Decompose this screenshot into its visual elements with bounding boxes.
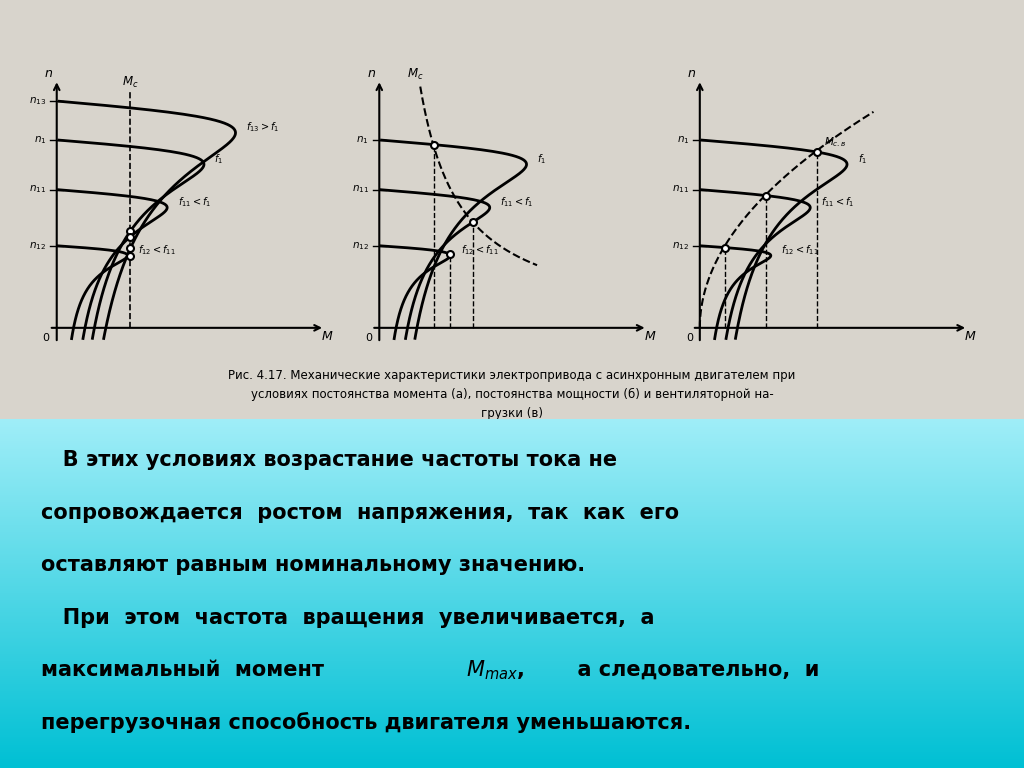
- Text: максимальный  момент: максимальный момент: [41, 660, 339, 680]
- Text: $f_1$: $f_1$: [214, 152, 223, 166]
- Text: а следовательно,  и: а следовательно, и: [563, 660, 819, 680]
- Text: $n_{12}$: $n_{12}$: [351, 240, 369, 252]
- Text: $n_1$: $n_1$: [34, 134, 46, 146]
- Text: $M_{max}$,: $M_{max}$,: [466, 658, 524, 682]
- Text: $f_{12}<f_{11}$: $f_{12}<f_{11}$: [461, 243, 499, 257]
- Text: 0: 0: [686, 333, 693, 343]
- Text: грузки (в): грузки (в): [481, 407, 543, 420]
- Text: $f_1$: $f_1$: [537, 152, 546, 166]
- Text: $f_{11}<f_1$: $f_{11}<f_1$: [178, 195, 211, 209]
- Text: $M$: $M$: [965, 329, 977, 343]
- Text: $n_{11}$: $n_{11}$: [672, 184, 689, 196]
- Text: перегрузочная способность двигателя уменьшаются.: перегрузочная способность двигателя умен…: [41, 712, 691, 733]
- Text: 0: 0: [366, 333, 373, 343]
- Text: $n_{11}$: $n_{11}$: [351, 184, 369, 196]
- Text: $n_{12}$: $n_{12}$: [29, 240, 46, 252]
- Text: $M_{c.в}$: $M_{c.в}$: [824, 135, 847, 149]
- Text: $M$: $M$: [322, 329, 334, 343]
- Text: $n$: $n$: [367, 68, 376, 81]
- Text: $f_{12}<f_{11}$: $f_{12}<f_{11}$: [138, 243, 176, 257]
- Text: в: в: [825, 687, 835, 702]
- Text: В этих условиях возрастание частоты тока не: В этих условиях возрастание частоты тока…: [41, 451, 617, 471]
- Text: $f_{11}<f_1$: $f_{11}<f_1$: [821, 195, 854, 209]
- Text: $M_c$: $M_c$: [407, 67, 423, 82]
- Text: При  этом  частота  вращения  увеличивается,  а: При этом частота вращения увеличивается,…: [41, 607, 654, 627]
- Text: $f_1$: $f_1$: [857, 152, 866, 166]
- Text: условиях постоянства момента (а), постоянства мощности (б) и вентиляторной на-: условиях постоянства момента (а), постоя…: [251, 388, 773, 401]
- Text: $n_1$: $n_1$: [677, 134, 689, 146]
- Text: $n$: $n$: [44, 68, 53, 81]
- Text: $n_1$: $n_1$: [356, 134, 369, 146]
- Text: $f_{13}>f_1$: $f_{13}>f_1$: [246, 121, 280, 134]
- Text: $f_{11}<f_1$: $f_{11}<f_1$: [501, 195, 534, 209]
- Text: оставляют равным номинальному значению.: оставляют равным номинальному значению.: [41, 555, 585, 575]
- Text: б: б: [505, 687, 514, 702]
- Text: $n_{12}$: $n_{12}$: [672, 240, 689, 252]
- Text: а: а: [182, 687, 191, 702]
- Text: $M$: $M$: [644, 329, 656, 343]
- Text: 0: 0: [43, 333, 50, 343]
- Text: сопровождается  ростом  напряжения,  так  как  его: сопровождается ростом напряжения, так ка…: [41, 503, 679, 523]
- Text: $n_{13}$: $n_{13}$: [29, 95, 46, 107]
- Text: $f_{12}<f_{11}$: $f_{12}<f_{11}$: [781, 243, 819, 257]
- Text: $n_{11}$: $n_{11}$: [29, 184, 46, 196]
- Text: Рис. 4.17. Механические характеристики электропривода с асинхронным двигателем п: Рис. 4.17. Механические характеристики э…: [228, 369, 796, 382]
- Text: $n$: $n$: [687, 68, 696, 81]
- Text: $M_c$: $M_c$: [122, 75, 138, 90]
